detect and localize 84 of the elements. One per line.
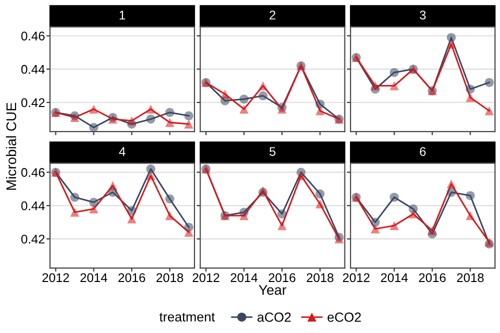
point xyxy=(296,171,306,180)
point xyxy=(165,194,174,204)
chart-title: 1 xyxy=(120,10,126,20)
point xyxy=(89,204,98,214)
point xyxy=(70,208,80,217)
point xyxy=(165,211,174,220)
x-tick-label: 2012 xyxy=(342,273,370,282)
legend-label: eCO2 xyxy=(328,312,361,322)
point xyxy=(277,209,287,218)
y-tick-label: 0.42 xyxy=(21,234,45,244)
point xyxy=(146,164,156,174)
y-tick-label: 0.46 xyxy=(21,168,45,177)
legend-label: aCO2 xyxy=(258,312,291,322)
point xyxy=(316,189,325,198)
point xyxy=(258,91,268,100)
point xyxy=(146,104,156,114)
point xyxy=(239,211,248,220)
point xyxy=(408,209,418,218)
point xyxy=(428,226,437,236)
x-tick-label: 2014 xyxy=(230,273,258,282)
point xyxy=(220,90,230,99)
chart-title: 2 xyxy=(270,10,276,20)
x-tick-label: 2016 xyxy=(118,273,146,282)
y-tick-label: 0.42 xyxy=(21,98,45,108)
point xyxy=(466,84,475,94)
point xyxy=(184,111,194,120)
point xyxy=(466,92,475,102)
point xyxy=(390,192,399,202)
point xyxy=(446,32,456,42)
y-axis-title: Microbial CUE xyxy=(6,102,16,190)
point xyxy=(390,81,399,90)
point xyxy=(165,108,174,117)
x-tick-label: 2018 xyxy=(457,273,484,282)
x-tick-label: 2012 xyxy=(42,273,69,282)
point xyxy=(370,81,380,90)
point xyxy=(466,191,475,200)
point xyxy=(184,222,194,232)
point xyxy=(370,218,380,227)
x-tick-label: 2012 xyxy=(192,273,220,282)
x-tick-label: 2014 xyxy=(80,273,108,282)
point xyxy=(127,214,136,224)
chart-title: 6 xyxy=(420,147,426,156)
point xyxy=(127,206,136,216)
point xyxy=(316,106,325,116)
point xyxy=(239,94,248,104)
chart-title: 4 xyxy=(119,147,126,156)
point xyxy=(390,221,399,230)
point xyxy=(408,204,418,214)
point xyxy=(258,81,268,90)
point xyxy=(370,224,380,234)
point xyxy=(316,199,325,208)
point xyxy=(184,120,194,129)
point xyxy=(89,122,98,132)
point xyxy=(239,104,248,114)
x-tick-label: 2018 xyxy=(156,273,184,282)
point xyxy=(146,114,156,124)
point xyxy=(390,68,399,77)
point xyxy=(446,179,456,188)
point xyxy=(484,78,494,87)
point xyxy=(277,221,287,230)
point xyxy=(165,118,174,127)
point xyxy=(127,116,136,126)
point xyxy=(89,104,98,114)
y-tick-label: 0.44 xyxy=(21,201,45,210)
point xyxy=(70,192,80,202)
point xyxy=(446,40,456,49)
point xyxy=(146,171,156,180)
point xyxy=(184,228,194,237)
point xyxy=(108,181,118,190)
point xyxy=(484,106,494,116)
chart-title: 3 xyxy=(420,10,426,20)
y-tick-label: 0.44 xyxy=(21,64,45,74)
y-tick-label: 0.46 xyxy=(21,32,45,40)
legend-title: treatment xyxy=(159,312,215,322)
point xyxy=(89,198,98,207)
chart-title: 5 xyxy=(270,147,276,156)
point xyxy=(446,188,456,197)
point xyxy=(466,211,475,220)
x-axis-title: Year xyxy=(258,285,286,295)
x-tick-label: 2014 xyxy=(380,273,408,282)
x-tick-label: 2016 xyxy=(268,273,296,282)
x-tick-label: 2016 xyxy=(418,273,446,282)
x-tick-label: 2018 xyxy=(306,273,334,282)
point xyxy=(316,100,325,109)
